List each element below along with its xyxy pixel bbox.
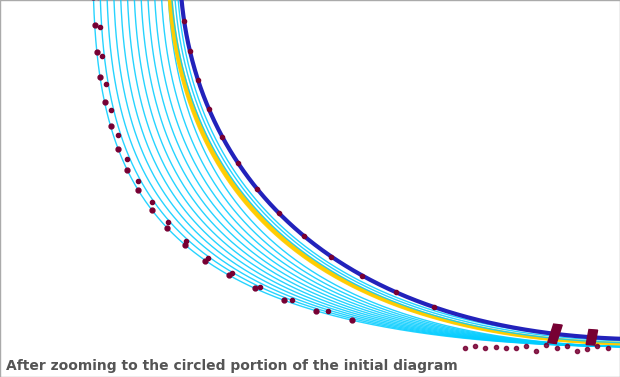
Text: After zooming to the circled portion of the initial diagram: After zooming to the circled portion of … [6, 359, 458, 373]
Polygon shape [586, 329, 598, 345]
Polygon shape [547, 324, 562, 343]
